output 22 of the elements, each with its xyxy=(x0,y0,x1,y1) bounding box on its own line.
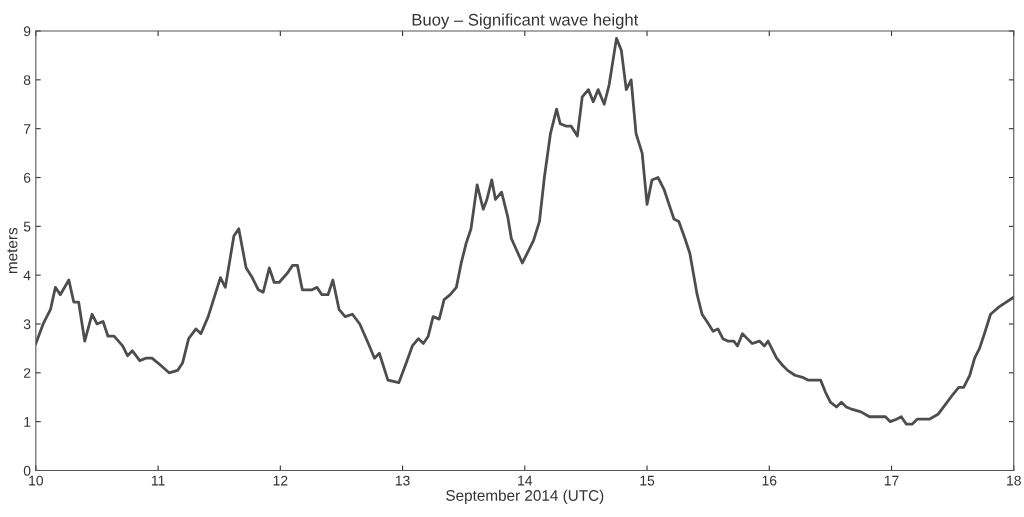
y-tick-label: 4 xyxy=(23,270,31,281)
y-tick-label: 3 xyxy=(23,319,31,330)
x-tick-label: 10 xyxy=(29,475,44,486)
x-tick-label: 14 xyxy=(518,475,533,486)
y-tick-label: 0 xyxy=(23,465,31,476)
y-tick-label: 1 xyxy=(24,417,31,427)
chart-title: Buoy – Significant wave height xyxy=(412,13,639,29)
x-axis-title: September 2014 (UTC) xyxy=(446,489,604,504)
x-tick-label: 13 xyxy=(395,475,410,486)
x-tick-label: 16 xyxy=(762,475,777,486)
x-tick-label: 18 xyxy=(1007,475,1021,486)
y-tick-label: 7 xyxy=(23,124,31,134)
y-tick-label: 9 xyxy=(23,26,31,37)
y-tick-label: 2 xyxy=(23,368,31,378)
y-axis-title: meters xyxy=(7,227,18,274)
x-tick-label: 15 xyxy=(640,475,655,486)
y-tick-label: 8 xyxy=(23,75,31,86)
x-tick-label: 11 xyxy=(151,475,165,486)
x-tick-label: 17 xyxy=(884,475,899,486)
y-tick-label: 6 xyxy=(23,172,31,183)
x-tick-label: 12 xyxy=(273,475,288,486)
y-tick-label: 5 xyxy=(23,221,31,232)
